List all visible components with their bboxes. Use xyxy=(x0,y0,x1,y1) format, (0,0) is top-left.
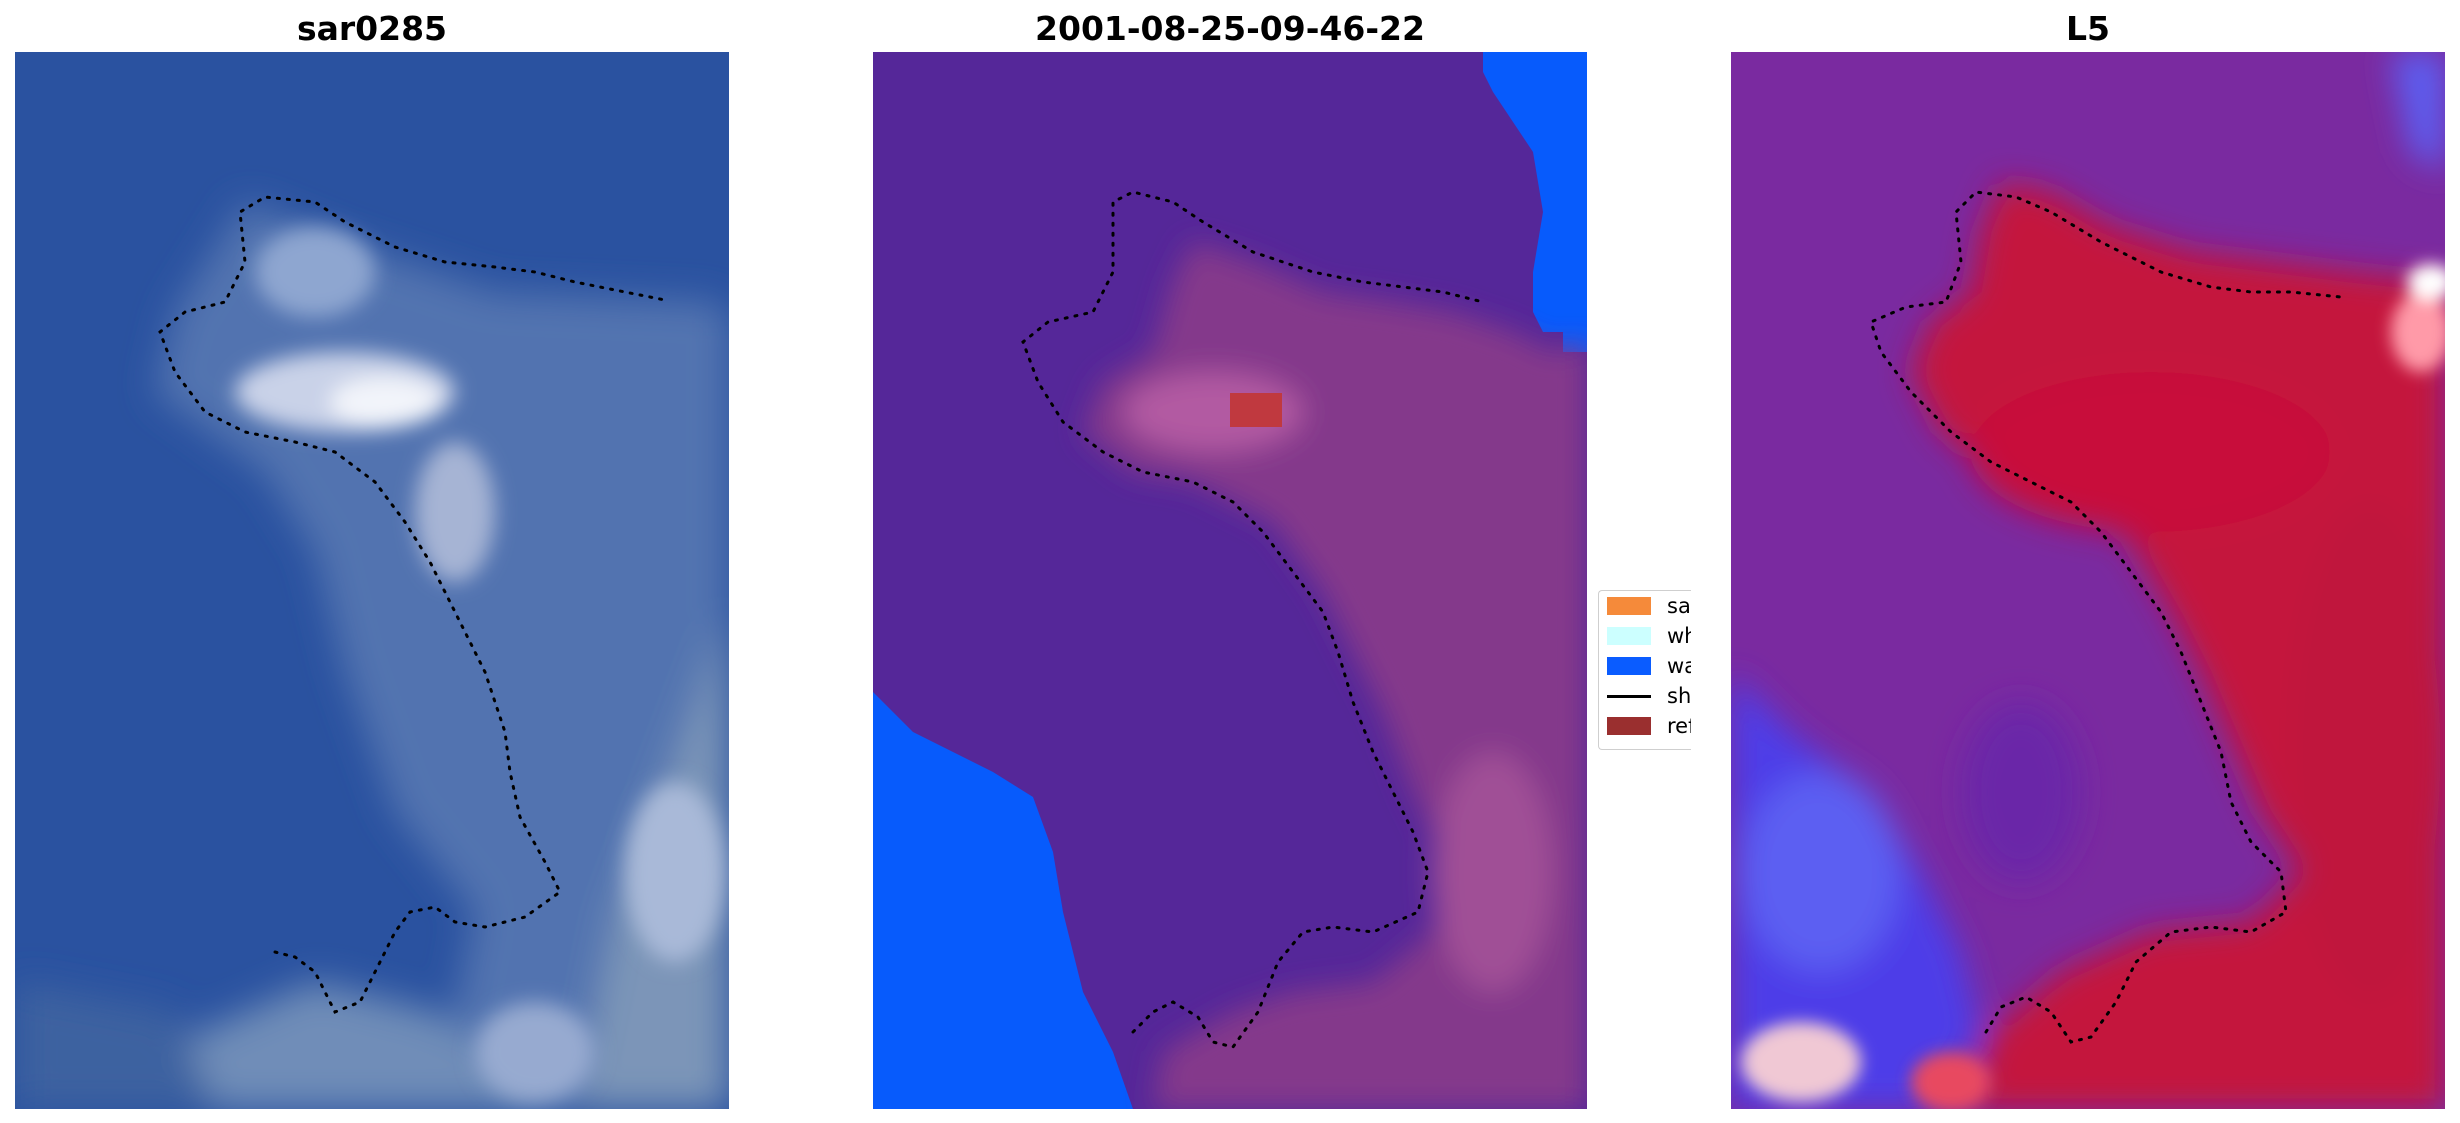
reference-patch xyxy=(1230,393,1282,427)
legend-item-whitewater: whitewater xyxy=(1607,621,1691,651)
panel-title-rgb: sar0285 xyxy=(296,9,448,48)
legend-label-shoreline: shoreline xyxy=(1667,684,1691,708)
rgb-image xyxy=(15,52,729,1109)
water-region-bottom-left xyxy=(873,692,1133,1109)
rgb-image-panel xyxy=(15,52,729,1109)
legend: sand whitewater water shoreline referenc… xyxy=(1598,590,1691,750)
shoreline-dots xyxy=(158,195,667,1014)
legend-label-sand: sand xyxy=(1667,594,1691,618)
legend-item-water: water xyxy=(1607,651,1691,681)
legend-swatch-water xyxy=(1607,657,1651,675)
panel-title-index: L5 xyxy=(2066,9,2110,48)
shoreline-dots xyxy=(1021,190,1485,1049)
shoreline-dots xyxy=(1869,190,2343,1044)
index-panel xyxy=(1731,52,2445,1109)
water-region-top-right xyxy=(1483,52,1587,352)
legend-label-whitewater: whitewater xyxy=(1667,624,1691,648)
legend-label-water: water xyxy=(1667,654,1691,678)
legend-swatch-shoreline xyxy=(1607,694,1651,698)
legend-swatch-whitewater xyxy=(1607,627,1651,645)
legend-item-reference: reference xyxy=(1607,711,1691,741)
legend-item-sand: sand xyxy=(1607,591,1691,621)
legend-swatch-reference xyxy=(1607,717,1651,735)
panel-title-classification: 2001-08-25-09-46-22 xyxy=(1035,9,1425,48)
legend-swatch-sand xyxy=(1607,597,1651,615)
index-image xyxy=(1731,52,2445,1109)
legend-label-reference: reference xyxy=(1667,714,1691,738)
legend-item-shoreline: shoreline xyxy=(1607,681,1691,711)
classification-image xyxy=(873,52,1587,1109)
classification-panel xyxy=(873,52,1587,1109)
